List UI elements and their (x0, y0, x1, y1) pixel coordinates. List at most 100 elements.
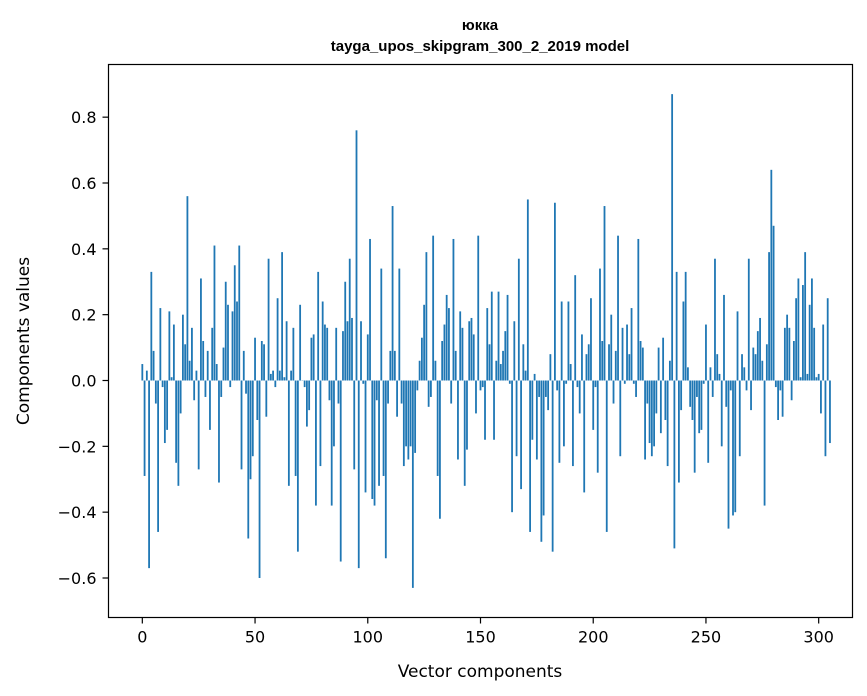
bar-20 (186, 196, 189, 381)
bar-219 (635, 380, 637, 397)
bar-40 (231, 311, 234, 381)
bar-147 (472, 334, 475, 381)
bar-244 (691, 380, 694, 420)
bar-46 (245, 380, 247, 394)
bar-53 (260, 341, 263, 381)
bar-293 (802, 285, 804, 381)
bar-192 (574, 275, 577, 381)
bar-21 (188, 360, 191, 381)
bar-104 (375, 380, 378, 401)
bar-145 (468, 321, 471, 381)
bar-8 (159, 308, 162, 381)
bars-group (141, 94, 831, 588)
bar-61 (278, 370, 281, 381)
bar-13 (170, 377, 173, 381)
bar-274 (759, 317, 761, 381)
bar-174 (533, 373, 536, 381)
bar-78 (317, 271, 320, 381)
bar-3 (148, 380, 150, 569)
bar-197 (585, 354, 588, 381)
bar-12 (168, 311, 171, 381)
bar-259 (725, 380, 728, 407)
bar-172 (529, 380, 531, 532)
bar-208 (610, 314, 613, 381)
bar-241 (684, 271, 687, 381)
bar-0 (141, 364, 144, 381)
bar-280 (772, 225, 775, 381)
bar-232 (664, 380, 667, 420)
bar-130 (434, 360, 437, 381)
bar-154 (488, 344, 491, 381)
y-axis-label: Components values (14, 257, 34, 425)
bar-253 (711, 380, 714, 397)
bar-43 (238, 245, 241, 381)
bar-200 (592, 380, 595, 430)
chart-subtitle: tayga_upos_skipgram_300_2_2019 model (331, 38, 630, 55)
bar-32 (213, 245, 216, 381)
bar-39 (229, 380, 232, 388)
bar-14 (172, 324, 175, 381)
bar-268 (745, 380, 748, 391)
bar-303 (824, 380, 827, 457)
bar-213 (621, 327, 624, 381)
bar-214 (623, 380, 626, 384)
bar-248 (700, 380, 703, 430)
bar-287 (788, 327, 791, 381)
bar-297 (811, 278, 813, 381)
bar-68 (294, 380, 297, 476)
bar-228 (655, 380, 658, 414)
bar-45 (242, 350, 245, 381)
bar-183 (554, 202, 556, 381)
bar-207 (608, 344, 610, 381)
bar-257 (720, 380, 723, 447)
x-tick-label: 0 (137, 628, 147, 647)
bar-182 (551, 380, 554, 552)
bar-202 (596, 380, 599, 473)
bar-158 (497, 291, 500, 381)
bar-122 (416, 380, 419, 391)
bar-282 (777, 380, 779, 420)
bar-275 (761, 360, 764, 381)
bar-292 (799, 377, 802, 381)
bar-189 (567, 301, 570, 381)
bar-116 (402, 380, 405, 467)
bar-100 (366, 334, 369, 381)
bar-252 (709, 367, 712, 381)
bar-115 (400, 380, 403, 404)
bar-254 (714, 258, 716, 381)
bar-90 (344, 281, 347, 381)
bar-26 (200, 278, 202, 381)
bar-264 (736, 311, 739, 381)
bar-101 (369, 238, 371, 381)
bar-247 (698, 380, 701, 434)
bar-262 (732, 380, 734, 516)
bar-294 (804, 252, 807, 381)
bar-209 (612, 380, 615, 404)
bar-258 (723, 294, 725, 381)
bar-216 (628, 354, 631, 381)
bar-87 (337, 380, 340, 404)
bar-134 (443, 324, 446, 381)
bar-93 (351, 317, 353, 381)
bar-168 (520, 380, 522, 490)
bar-279 (770, 169, 773, 381)
bar-48 (249, 380, 252, 480)
bar-179 (544, 380, 547, 397)
bar-302 (822, 324, 825, 381)
bar-111 (391, 206, 394, 381)
bar-222 (641, 347, 644, 381)
bar-229 (657, 347, 660, 381)
bar-63 (283, 377, 286, 381)
bar-16 (177, 380, 180, 486)
bar-10 (163, 380, 166, 444)
bar-157 (495, 360, 498, 381)
bar-2 (145, 370, 148, 381)
bar-76 (312, 334, 315, 381)
bar-144 (466, 380, 468, 450)
bar-161 (504, 331, 507, 381)
bar-188 (565, 380, 568, 384)
bar-129 (432, 235, 435, 381)
bar-272 (754, 354, 757, 381)
bar-97 (360, 321, 362, 381)
